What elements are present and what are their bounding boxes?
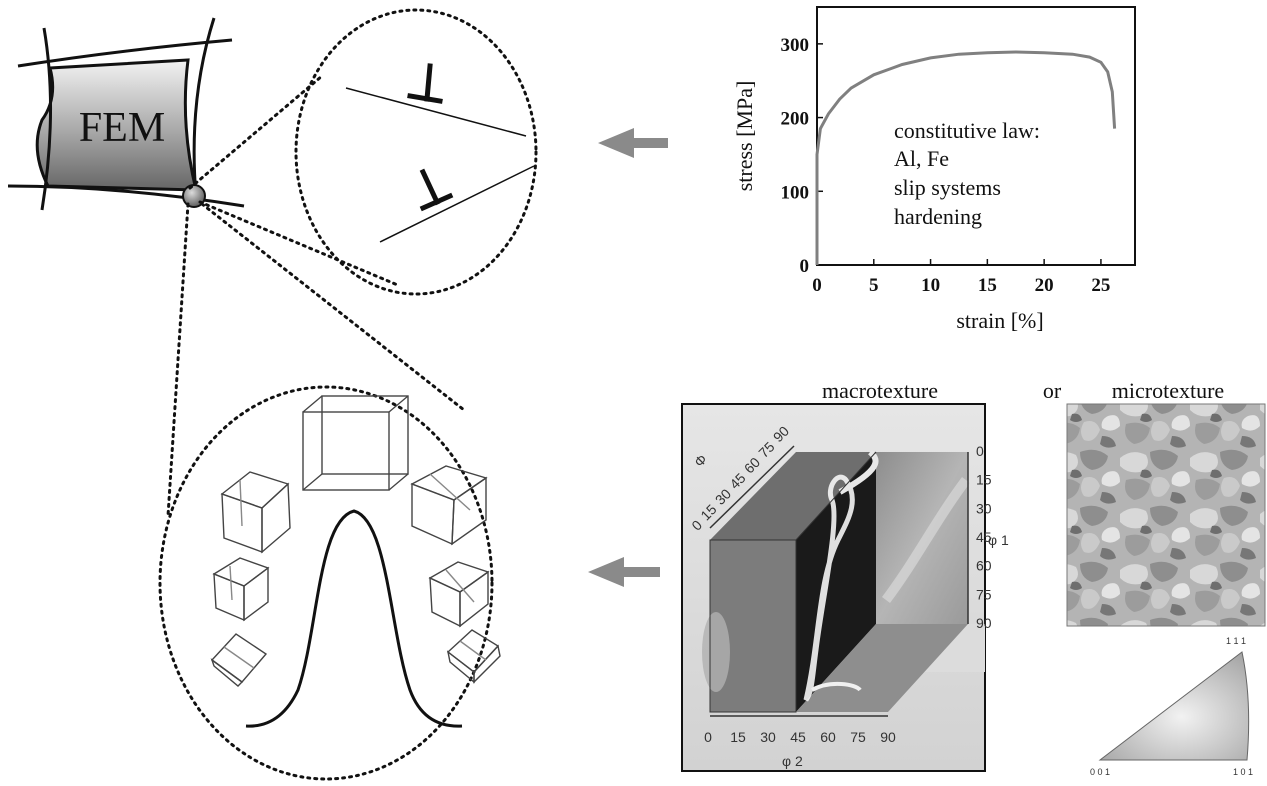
grain-orientation-zoom (158, 385, 501, 781)
ipf-triangle (1098, 651, 1250, 761)
mesh-line-top (17, 38, 233, 68)
phi2-tick-label-1: 15 (730, 729, 746, 745)
phi2-label: φ 2 (782, 753, 803, 769)
grains-circle (158, 385, 494, 781)
phi1-tick-label-2: 30 (976, 500, 992, 516)
odf-ridge-glow (838, 449, 879, 495)
or-label: or (1043, 378, 1062, 403)
x-tick-label-4: 20 (1035, 275, 1054, 296)
phi2-tick-label-5: 75 (850, 729, 866, 745)
chart-frame (816, 6, 1136, 266)
odf-ridge-bottom (811, 682, 862, 692)
phi1-tick-label-4: 60 (976, 558, 992, 574)
chart-notes: constitutive law: Al, Fe slip systems ha… (894, 118, 1040, 229)
fem-element: FEM (7, 17, 245, 211)
odf-ridge (803, 474, 855, 702)
phi2-tick-label-4: 60 (820, 729, 836, 745)
phi1-tick-label-1: 15 (976, 472, 992, 488)
odf-front-edges (709, 451, 877, 713)
cube-left-top (220, 471, 291, 554)
y-tick-label-1: 100 (781, 182, 810, 203)
phi2-tick-label-2: 30 (760, 729, 776, 745)
cube-left-low (210, 633, 268, 687)
series-line (815, 50, 1117, 265)
phi2-tick-label-6: 90 (880, 729, 896, 745)
cube-right-top (410, 465, 488, 546)
odf-front-face (710, 540, 796, 712)
ipf-label-111: 1 1 1 (1226, 636, 1246, 646)
odf-front-blob (702, 612, 730, 692)
slip-plane-1 (345, 87, 527, 137)
phi1-tick-label-5: 75 (976, 586, 992, 602)
microtexture-title: microtexture (1112, 378, 1224, 403)
stress-strain-chart: 0 5 10 15 20 25 0 100 200 300 strain [%] stress [… (732, 6, 1136, 333)
grain-map (1066, 403, 1266, 627)
dislocation-zoom (294, 8, 538, 296)
microtexture-panel: or microtexture 1 1 1 0 0 1 1 0 1 (1043, 378, 1266, 777)
mesh-line-bottom (7, 184, 245, 208)
macrotexture-panel: macrotexture 015304560759001530456075900… (681, 378, 1009, 772)
cube-right-mid (428, 561, 490, 628)
fem-label: FEM (79, 105, 165, 151)
x-tick-label-0: 0 (812, 275, 822, 296)
phi2-tick-label-0: 0 (704, 729, 712, 745)
note-constitutive-law: constitutive law: (894, 118, 1040, 143)
slip-plane-2 (379, 165, 535, 243)
cube-right-low (446, 629, 501, 684)
guide-to-dislocation-top (188, 74, 324, 190)
phi-axis-line (709, 445, 795, 529)
phi1-label: φ 1 (988, 532, 1009, 548)
guide-to-grains-right (200, 202, 466, 412)
odf-top-face (710, 452, 876, 540)
phi2-tick-label-3: 45 (790, 729, 806, 745)
macrotexture-title: macrotexture (822, 378, 938, 403)
y-tick-label-0: 0 (800, 256, 810, 277)
guide-to-dislocation-bottom (198, 200, 402, 288)
dislocation-symbol-1 (407, 63, 443, 104)
phi1-tick-label-3: 45 (976, 529, 992, 545)
x-tick-label-5: 25 (1091, 275, 1110, 296)
y-tick-label-2: 200 (781, 109, 810, 130)
cube-left-mid (212, 557, 270, 622)
dislocation-circle (294, 8, 538, 296)
dislocation-symbol-2 (419, 168, 454, 212)
fem-shape (35, 58, 198, 192)
zoom-guides (166, 74, 466, 518)
y-tick-label-3: 300 (781, 35, 810, 56)
x-tick-label-1: 5 (869, 275, 879, 296)
y-axis-label: stress [MPa] (732, 81, 757, 192)
ipf-label-101: 1 0 1 (1233, 767, 1253, 777)
odf-streak (881, 477, 971, 603)
note-slip-systems: slip systems (894, 175, 1001, 200)
odf-bottom-plane (796, 624, 968, 712)
phi1-tick-label-0: 0 (976, 443, 984, 459)
mesh-line-right (192, 17, 216, 197)
ipf-label-001: 0 0 1 (1090, 767, 1110, 777)
x-axis-label: strain [%] (956, 308, 1043, 333)
arrow-texture-to-grains (588, 557, 660, 587)
x-tick-label-3: 15 (978, 275, 997, 296)
note-materials: Al, Fe (894, 146, 949, 171)
x-tick-label-2: 10 (921, 275, 940, 296)
cube-large (302, 395, 409, 491)
note-hardening: hardening (894, 204, 982, 229)
distribution-curve (245, 509, 463, 728)
phi1-tick-label-6: 90 (976, 615, 992, 631)
arrow-chart-to-zoom (598, 128, 668, 158)
guide-to-grains-left (166, 202, 190, 518)
